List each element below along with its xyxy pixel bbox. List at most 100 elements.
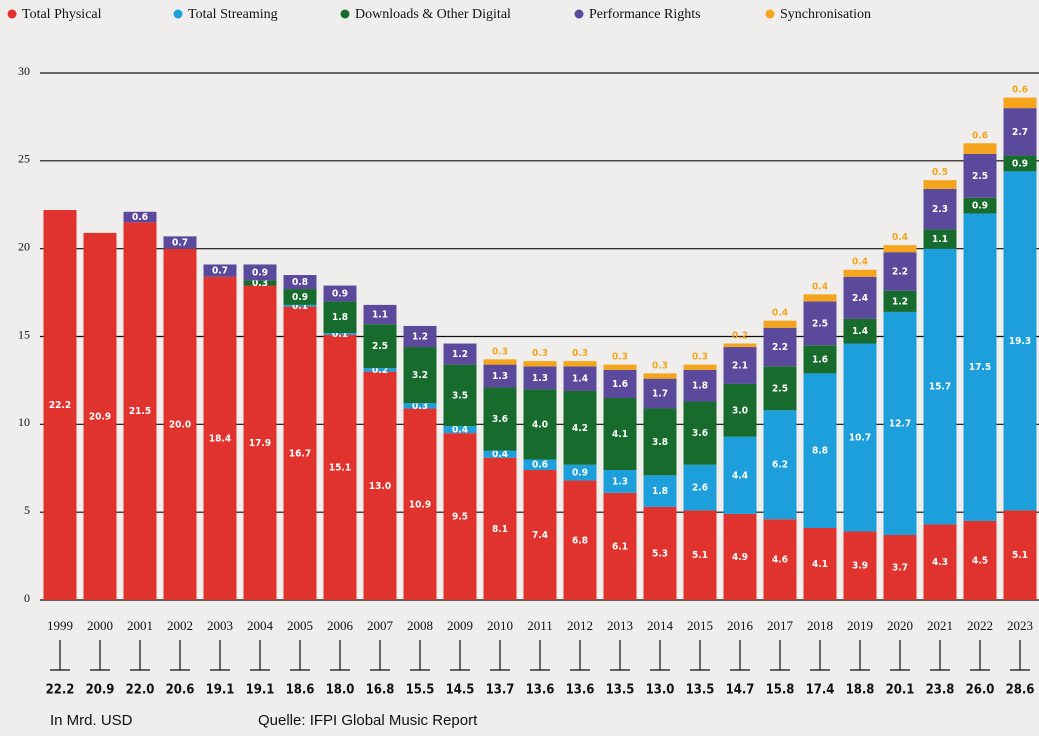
bar-segment [883, 311, 917, 536]
data-label: 4.4 [732, 470, 748, 481]
data-label: 2.5 [972, 171, 988, 182]
bar-segment [203, 276, 237, 600]
data-label: 1.8 [332, 312, 348, 323]
data-label: 2.6 [692, 483, 708, 494]
bar-segment [803, 345, 837, 374]
x-tick-label: 2017 [767, 618, 794, 633]
total-label: 17.4 [806, 683, 835, 698]
data-label: 0.6 [1012, 85, 1028, 96]
bar-segment [763, 327, 797, 367]
data-label: 3.8 [652, 437, 668, 448]
data-label: 2.5 [772, 383, 788, 394]
data-label: 1.3 [532, 373, 548, 384]
bar-segment [643, 378, 677, 409]
bar-segment [803, 527, 837, 600]
bar-segment [483, 457, 517, 600]
y-tick-label: 5 [24, 503, 30, 517]
bar-segment [483, 387, 517, 451]
bar-segment [803, 373, 837, 528]
data-label: 0.3 [412, 401, 428, 412]
legend-dot [765, 9, 775, 19]
data-label: 0.3 [652, 360, 668, 371]
bar-segment [963, 520, 997, 600]
data-label: 6.2 [772, 460, 788, 471]
bar-segment [523, 470, 557, 600]
data-label: 4.0 [532, 419, 548, 430]
bar-segment [723, 383, 757, 437]
x-tick-label: 2016 [727, 618, 754, 633]
data-label: 0.4 [492, 449, 508, 460]
total-label: 13.5 [606, 683, 635, 698]
data-label: 2.5 [372, 341, 388, 352]
data-label: 4.5 [972, 555, 988, 566]
bar-segment [363, 324, 397, 369]
data-label: 16.7 [289, 448, 311, 459]
total-label: 22.2 [46, 683, 75, 698]
bar-segment [123, 222, 157, 601]
y-tick-label: 30 [18, 64, 30, 78]
bar-segment [643, 475, 677, 507]
total-label: 15.8 [766, 683, 795, 698]
bar-segment [843, 276, 877, 319]
x-tick-label: 2000 [87, 618, 113, 633]
data-label: 3.2 [412, 370, 428, 381]
bar-segment [443, 364, 477, 427]
data-label: 20.0 [169, 419, 191, 430]
bar-segment [843, 269, 877, 277]
data-label: 1.1 [932, 234, 948, 245]
bar-segment [763, 320, 797, 328]
data-label: 0.3 [572, 348, 588, 359]
legend-label: Synchronisation [780, 7, 871, 22]
data-label: 0.3 [492, 346, 508, 357]
total-label: 18.6 [286, 683, 315, 698]
data-label: 1.8 [692, 381, 708, 392]
bar-segment [723, 513, 757, 600]
data-label: 4.2 [572, 423, 588, 434]
bar-segment [843, 343, 877, 532]
legend-dot [574, 9, 584, 19]
data-label: 1.2 [452, 349, 468, 360]
data-label: 5.1 [1012, 550, 1028, 561]
data-label: 4.1 [612, 429, 628, 440]
bar-segment [603, 470, 637, 493]
data-label: 0.5 [932, 167, 948, 178]
data-label: 5.1 [692, 550, 708, 561]
x-tick-label: 2006 [327, 618, 354, 633]
data-label: 0.9 [572, 468, 588, 479]
bar-segment [723, 347, 757, 384]
bar-segment [963, 143, 997, 154]
bar-segment [523, 389, 557, 460]
legend-label: Total Streaming [188, 7, 278, 22]
bar-segment [763, 366, 797, 411]
data-label: 12.7 [889, 418, 911, 429]
data-label: 0.3 [692, 352, 708, 363]
bar-segment [243, 280, 277, 286]
y-tick-label: 15 [18, 327, 30, 341]
y-tick-label: 0 [24, 591, 30, 605]
bar-segment [483, 359, 517, 365]
data-label: 0.6 [132, 212, 148, 223]
bar-segment [163, 248, 197, 600]
total-label: 20.1 [886, 683, 915, 698]
bar-segment [603, 492, 637, 600]
total-label: 18.8 [846, 683, 875, 698]
bar-segment [1003, 510, 1037, 600]
bar-segment [763, 410, 797, 520]
legend-dot [340, 9, 350, 19]
unit-note: In Mrd. USD [50, 712, 133, 729]
data-label: 0.8 [292, 277, 308, 288]
data-label: 0.7 [212, 266, 228, 277]
bar-segment [883, 252, 917, 291]
data-label: 0.9 [972, 201, 988, 212]
data-label: 3.5 [452, 390, 468, 401]
bar-segment [603, 364, 637, 370]
x-tick-label: 2020 [887, 618, 913, 633]
bar-segment [843, 318, 877, 344]
data-label: 15.1 [329, 462, 351, 473]
bar-segment [363, 368, 397, 372]
bar-segment [403, 403, 437, 409]
bar-segment [1003, 97, 1037, 109]
x-tick-label: 2003 [207, 618, 233, 633]
bar-segment [963, 197, 997, 214]
bar-segment [523, 366, 557, 390]
